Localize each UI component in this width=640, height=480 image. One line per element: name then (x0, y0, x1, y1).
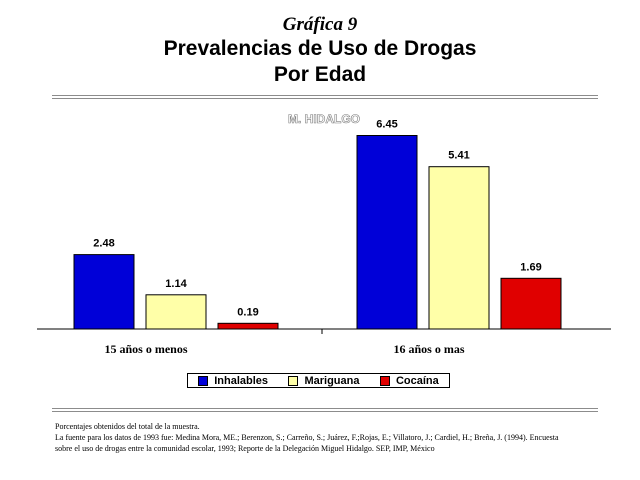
legend-swatch-mariguana (288, 375, 299, 386)
header-rule-top (52, 95, 598, 96)
footer-rule-bottom (52, 411, 598, 412)
footnotes: Porcentajes obtenidos del total de la mu… (55, 421, 625, 454)
footnote-1: Porcentajes obtenidos del total de la mu… (55, 422, 200, 431)
bar (145, 294, 207, 330)
chart-header: Gráfica 9 Prevalencias de Uso de Drogas … (0, 14, 640, 88)
bar (217, 322, 279, 330)
bar (356, 135, 418, 330)
data-label: 1.69 (520, 261, 541, 273)
legend-swatch-inhalables (198, 375, 209, 386)
legend: Inhalables Mariguana Cocaína (187, 373, 450, 388)
legend-label-mariguana: Mariguana (304, 374, 360, 387)
legend-item-inhalables: Inhalables (198, 375, 268, 387)
x-tick-label: 15 años o menos (104, 342, 187, 356)
data-label: 6.45 (376, 119, 397, 131)
bar (428, 166, 490, 330)
bar (73, 254, 135, 330)
chart-title-line-2: Por Edad (273, 63, 367, 86)
legend-label-cocaina: Cocaína (395, 374, 439, 387)
legend-swatch-cocaina (379, 375, 390, 386)
header-rule-bottom (52, 98, 598, 99)
data-label: 5.41 (448, 150, 469, 162)
figure-number: Gráfica 9 (282, 14, 358, 35)
footnote-2: La fuente para los datos de 1993 fue: Me… (55, 433, 559, 442)
footer-rule-top (52, 408, 598, 409)
bar (500, 277, 562, 330)
legend-label-inhalables: Inhalables (214, 374, 269, 387)
legend-item-cocaina: Cocaína (379, 374, 439, 387)
legend-item-mariguana: Mariguana (288, 375, 359, 387)
chart-subtitle: M. HIDALGO (288, 112, 360, 126)
x-tick-label: 16 años o mas (393, 342, 464, 356)
data-label: 0.19 (237, 306, 258, 318)
data-label: 1.14 (165, 278, 187, 290)
data-label: 2.48 (93, 238, 114, 250)
chart-title-line-1: Prevalencias de Uso de Drogas (163, 37, 477, 60)
footnote-3: sobre el uso de drogas entre la comunida… (55, 444, 435, 453)
bar-chart: M. HIDALGO 15 años o menos 2.48 1.14 0.19 16 … (37, 112, 611, 356)
